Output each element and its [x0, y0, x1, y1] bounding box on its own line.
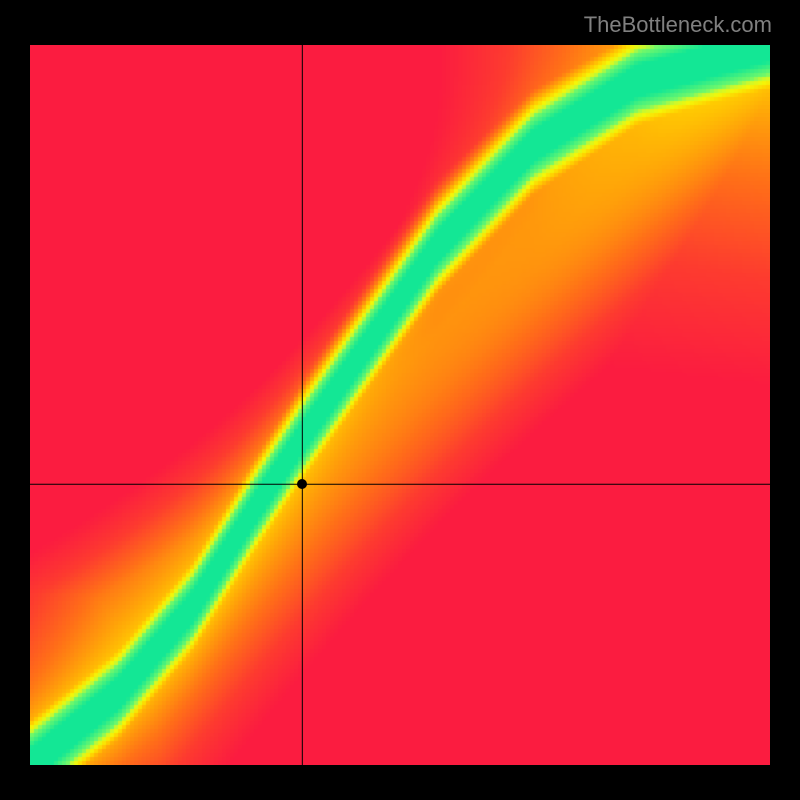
watermark-text: TheBottleneck.com: [584, 12, 772, 38]
heatmap-plot: [30, 45, 770, 765]
chart-container: TheBottleneck.com: [0, 0, 800, 800]
